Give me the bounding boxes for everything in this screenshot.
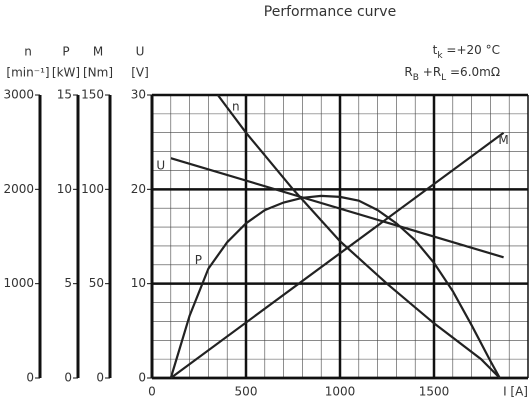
x-tick-label: 1500 — [419, 385, 450, 399]
axis-unit: [Nm] — [83, 66, 113, 80]
axis-unit: [kW] — [52, 66, 80, 80]
subscript: k — [437, 51, 443, 61]
subscript: L — [441, 73, 446, 83]
y-tick-label: 0 — [26, 371, 34, 385]
y-tick-label: 0 — [96, 371, 104, 385]
annotation-text: +R — [419, 65, 441, 79]
x-tick-label: 500 — [235, 385, 258, 399]
annotation: RB +RL =6.0mΩ — [404, 65, 500, 83]
y-tick-label: 30 — [131, 88, 146, 102]
y-tick-label: 0 — [138, 371, 146, 385]
chart-title: Performance curve — [264, 4, 396, 20]
curve — [170, 157, 504, 259]
y-tick-label: 50 — [89, 276, 104, 290]
y-tick-label: 5 — [64, 276, 72, 290]
axis-unit: [min⁻¹] — [6, 66, 49, 80]
axis-unit: [V] — [131, 66, 149, 80]
axis-name: P — [62, 45, 69, 59]
y-tick-label: 10 — [57, 182, 72, 196]
curve — [170, 131, 505, 379]
series-label: U — [156, 159, 165, 173]
series-label: n — [232, 100, 240, 114]
axis-name: U — [136, 45, 145, 59]
x-tick-label: 1000 — [325, 385, 356, 399]
y-tick-label: 0 — [64, 371, 72, 385]
axis-name: n — [24, 45, 32, 59]
y-tick-label: 100 — [81, 182, 104, 196]
series-label: M — [498, 133, 508, 147]
annotation: tk =+20 °C — [433, 43, 500, 61]
y-tick-label: 2000 — [3, 182, 34, 196]
curve — [216, 94, 501, 379]
series-label: P — [195, 253, 202, 267]
y-tick-label: 3000 — [3, 88, 34, 102]
x-axis-label: I [A] — [503, 385, 528, 399]
axis-name: M — [93, 45, 103, 59]
annotation-text: t — [433, 43, 438, 57]
annotation-text: =6.0mΩ — [446, 65, 500, 79]
curve — [169, 194, 501, 379]
y-tick-label: 10 — [131, 276, 146, 290]
annotation-text: R — [404, 65, 412, 79]
annotation-text: =+20 °C — [443, 43, 500, 57]
y-tick-label: 20 — [131, 182, 146, 196]
x-tick-label: 0 — [148, 385, 156, 399]
y-tick-label: 150 — [81, 88, 104, 102]
y-tick-label: 15 — [57, 88, 72, 102]
subscript: B — [413, 73, 419, 83]
y-tick-label: 1000 — [3, 276, 34, 290]
